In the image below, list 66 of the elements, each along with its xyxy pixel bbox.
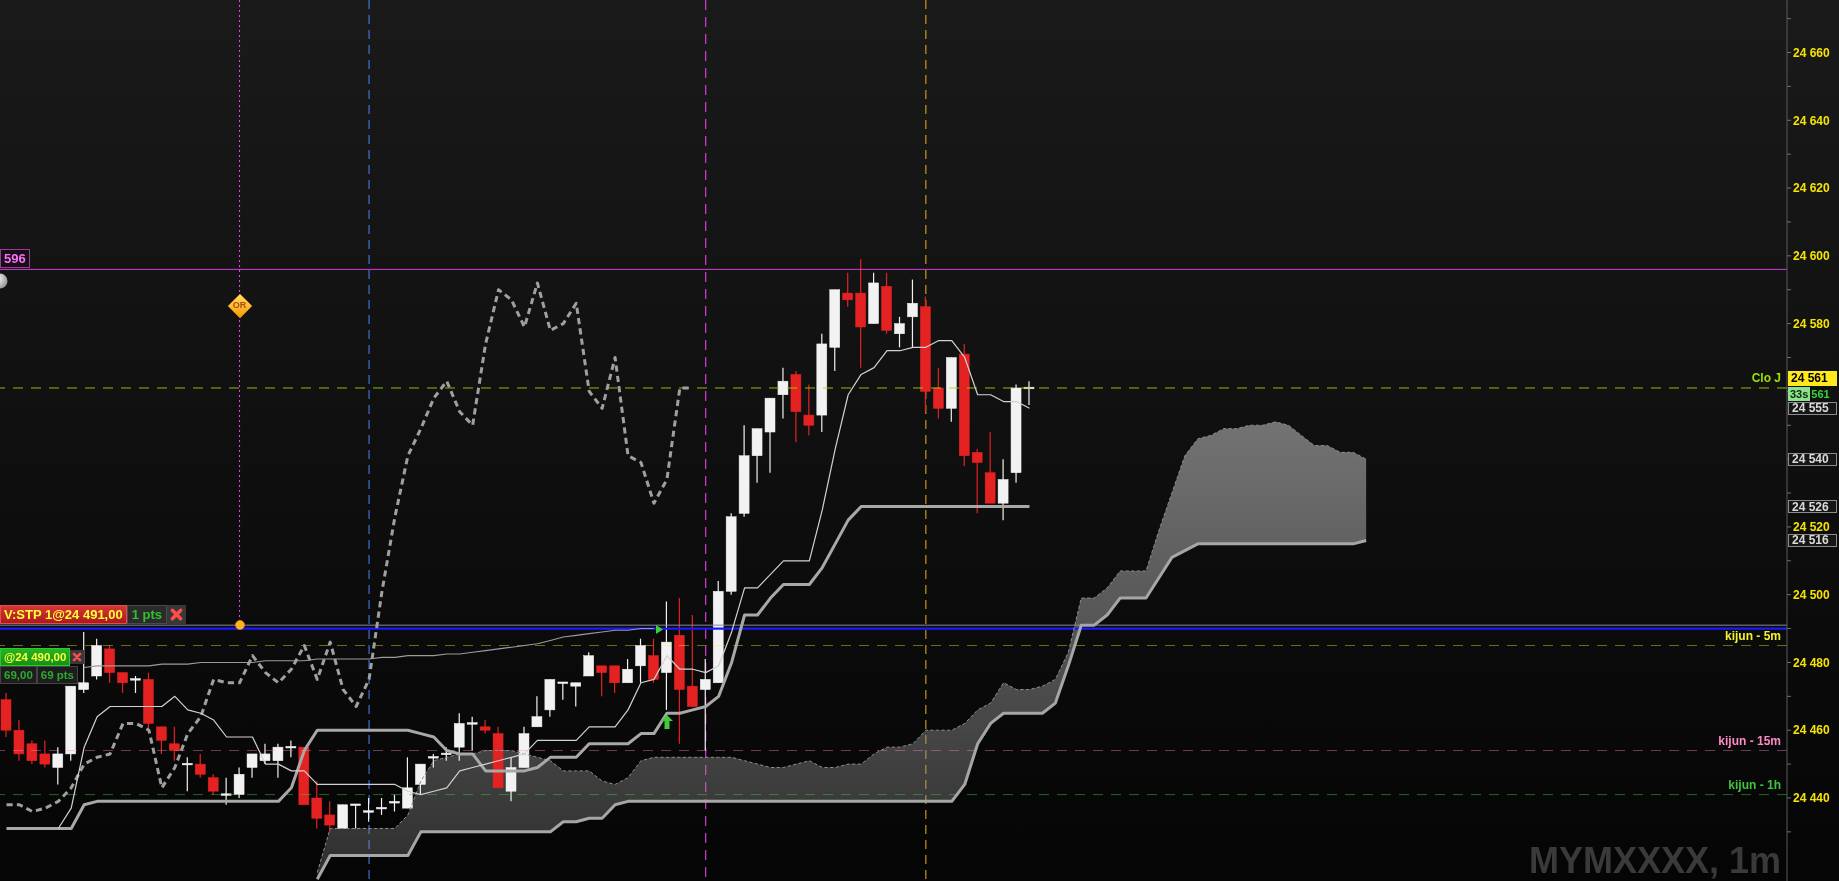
annotation: OR	[231, 300, 248, 312]
candlestick	[570, 682, 582, 708]
candlestick	[402, 756, 413, 809]
candlestick	[635, 638, 646, 684]
text: 24 516	[1788, 533, 1837, 548]
candlestick	[169, 726, 180, 762]
candlestick	[583, 651, 594, 677]
candlestick	[207, 773, 219, 796]
text: 561	[1810, 386, 1831, 401]
candlestick	[777, 367, 789, 420]
candlestick	[182, 756, 193, 792]
annotation: 69 pts	[36, 666, 79, 685]
candlestick	[609, 665, 620, 694]
candlestick	[194, 753, 206, 779]
candlestick	[311, 780, 323, 830]
ref-line-label: @24 490,00	[0, 648, 71, 667]
y-tick-label: 24 460	[1793, 723, 1831, 738]
candlestick	[324, 800, 335, 833]
ref-line-label: Clo J	[1751, 370, 1781, 385]
candlestick	[700, 658, 711, 752]
candlestick	[687, 614, 698, 708]
candlestick	[894, 316, 905, 348]
ref-line-label: kijun - 1h	[1728, 777, 1781, 792]
text: 24 526	[1788, 499, 1837, 514]
y-tick-label: 24 440	[1793, 791, 1831, 806]
candlestick	[466, 716, 478, 752]
text: 33s	[1788, 386, 1811, 401]
candlestick	[104, 644, 115, 684]
y-tick-label: 24 600	[1793, 249, 1831, 264]
candlestick	[907, 278, 918, 348]
line-series	[4, 505, 1031, 830]
text: 24 561	[1788, 370, 1837, 386]
y-tick-label: 24 500	[1793, 587, 1831, 602]
ref-line-label: kijun - 15m	[1718, 733, 1781, 748]
candlestick	[997, 458, 1009, 521]
candlestick	[156, 726, 167, 755]
annotation: 69,00	[0, 666, 37, 685]
text: 24 555	[1788, 401, 1837, 416]
y-tick-label: 24 580	[1793, 316, 1831, 331]
line-series	[315, 538, 1368, 881]
candlestick	[842, 272, 853, 308]
candlestick	[479, 719, 491, 735]
candlestick	[622, 658, 633, 684]
y-tick-label: 24 620	[1793, 181, 1831, 196]
y-tick-label: 24 640	[1793, 113, 1831, 128]
candlestick	[363, 797, 374, 823]
annotation: 1 pts	[126, 605, 168, 625]
candlestick	[933, 367, 944, 420]
text: 24 540	[1788, 452, 1837, 467]
candlestick	[78, 631, 89, 694]
candlestick	[415, 763, 426, 796]
ref-line-label: kijun - 5m	[1724, 628, 1781, 643]
candlestick	[648, 638, 659, 684]
candlestick	[803, 383, 815, 437]
candlestick	[531, 695, 543, 728]
y-tick-label: 24 520	[1793, 520, 1831, 535]
candlestick	[117, 672, 128, 694]
candlestick	[350, 803, 361, 830]
y-tick-label: 24 480	[1793, 655, 1831, 670]
ref-line-label: V:STP 1@24 491,00	[0, 605, 127, 625]
candlestick	[971, 448, 983, 514]
candlestick	[453, 712, 465, 762]
candlestick	[52, 746, 64, 786]
candlestick	[596, 665, 607, 697]
y-tick-label: 24 660	[1793, 45, 1831, 60]
annotation: 596	[0, 249, 30, 269]
